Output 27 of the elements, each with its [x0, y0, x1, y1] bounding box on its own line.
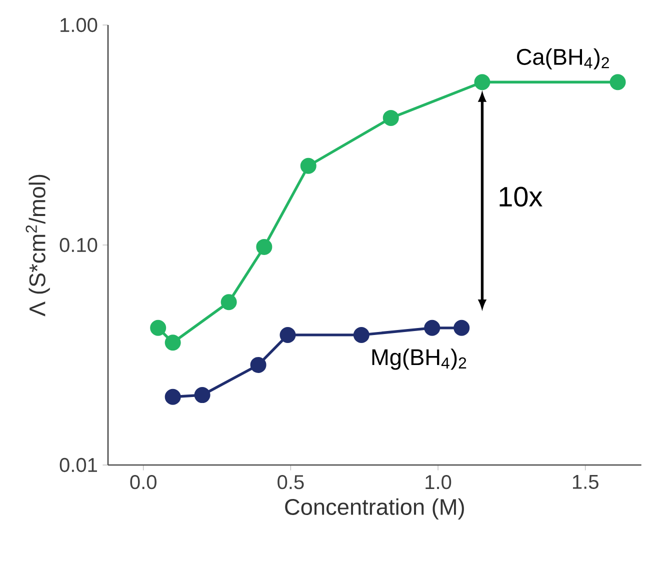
- point: [250, 356, 266, 373]
- point: [474, 74, 490, 90]
- point: [150, 320, 166, 336]
- point: [424, 320, 440, 336]
- point: [300, 158, 316, 174]
- point: [164, 334, 181, 351]
- x-tick-label: 0.5: [278, 475, 304, 490]
- point: [454, 320, 470, 336]
- y-tick-label: 0.10: [60, 238, 98, 252]
- point: [194, 387, 210, 404]
- x-axis-title: Concentration (M): [285, 498, 464, 520]
- point: [256, 238, 272, 255]
- x-tick-label: 1.0: [426, 475, 452, 490]
- y-axis-title: Λ (S*cm$^{2}$/mol): [26, 174, 50, 316]
- point: [382, 110, 399, 126]
- y-tick-label: 1.00: [60, 18, 98, 32]
- point: [610, 74, 626, 90]
- x-tick-label: 1.5: [572, 475, 598, 489]
- point: [220, 294, 237, 310]
- series-label: Ca(BH$_{4}$)$_{2}$: [517, 48, 609, 70]
- x-tick-label: 0.0: [130, 475, 156, 490]
- annotation: 10x: [500, 186, 542, 207]
- point: [280, 326, 296, 343]
- point: [353, 326, 370, 343]
- y-tick-label: 0.01: [60, 458, 97, 472]
- series-label: Mg(BH$_{4}$)$_{2}$: [372, 348, 466, 370]
- point: [164, 388, 181, 405]
